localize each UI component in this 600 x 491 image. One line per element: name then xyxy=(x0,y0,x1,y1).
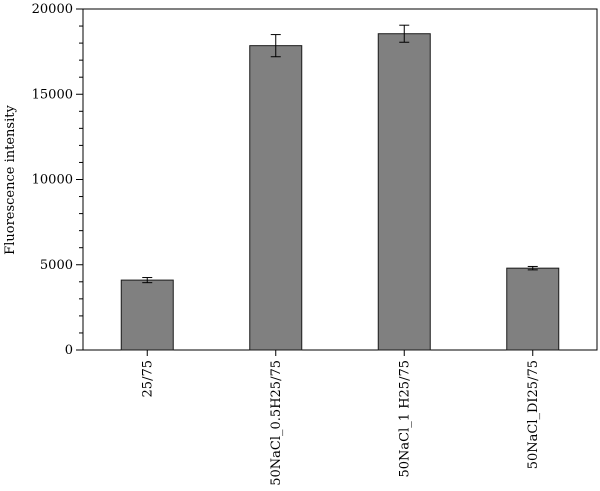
x-tick-label: 25/75 xyxy=(140,360,155,397)
x-tick-label: 50NaCl_1 H25/75 xyxy=(397,360,412,477)
x-tick-label: 50NaCl_DI25/75 xyxy=(526,360,541,469)
y-tick-label: 5000 xyxy=(40,258,73,273)
bar xyxy=(377,33,431,351)
y-tick-label: 15000 xyxy=(32,87,73,102)
x-tick-label: 50NaCl_0.5H25/75 xyxy=(269,360,284,486)
bar xyxy=(120,279,174,351)
y-axis-label: Fluorescence intensity xyxy=(3,105,18,255)
y-tick-label: 20000 xyxy=(32,2,73,17)
y-tick-label: 0 xyxy=(65,343,73,358)
bar xyxy=(506,267,560,351)
bar xyxy=(249,45,303,351)
plot-area: 0 5000 10000 15000 20000 25/75 50NaCl_0.5H25/7… xyxy=(32,2,598,486)
y-tick-label: 10000 xyxy=(32,173,73,188)
